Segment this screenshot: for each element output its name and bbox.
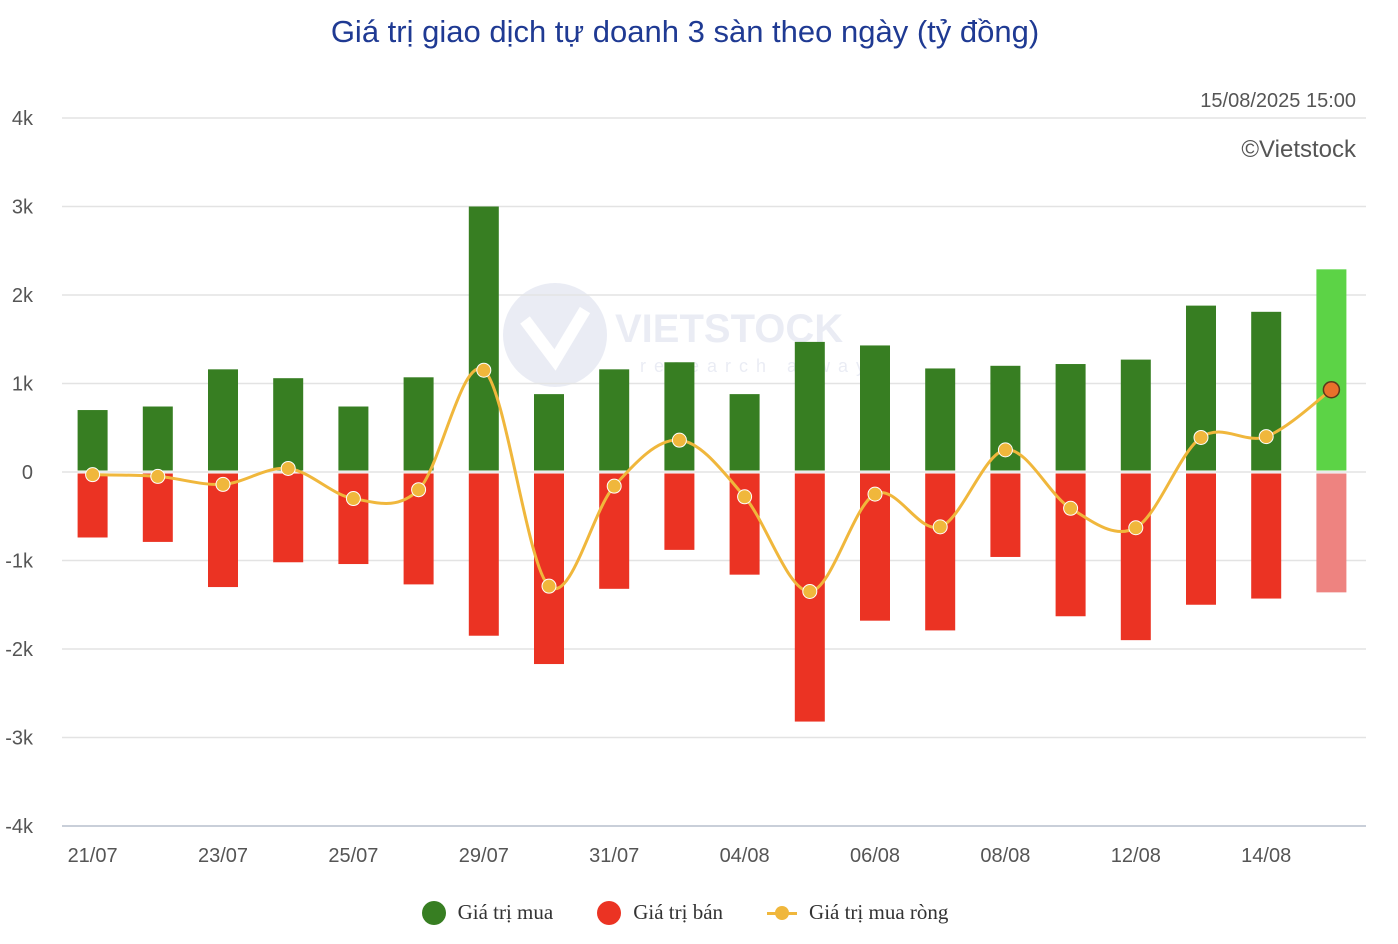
net-point bbox=[215, 476, 231, 492]
net-point bbox=[802, 583, 818, 599]
net-point bbox=[1258, 429, 1274, 445]
bar-sell bbox=[1120, 473, 1151, 641]
y-axis-ticks: 4k 3k 2k 1k 0 -1k -2k -3k -4k bbox=[5, 108, 34, 838]
bar-sell bbox=[729, 473, 760, 575]
net-point bbox=[1322, 380, 1341, 399]
x-tick-label: 04/08 bbox=[720, 845, 770, 867]
legend-item-net[interactable]: Giá trị mua ròng bbox=[767, 900, 948, 925]
bar-sell bbox=[208, 473, 238, 588]
gridlines bbox=[62, 117, 1366, 827]
y-tick-label: 3k bbox=[12, 197, 34, 219]
y-tick-label: -4k bbox=[5, 816, 34, 838]
legend-label-buy: Giá trị mua bbox=[457, 900, 554, 924]
net-point bbox=[476, 362, 492, 378]
x-axis-ticks: 21/07 23/07 25/07 29/07 31/07 04/08 06/08 08/08… bbox=[68, 845, 1292, 867]
bar-sell bbox=[1055, 473, 1086, 617]
net-point bbox=[606, 478, 622, 494]
net-point bbox=[1128, 520, 1144, 536]
bar-buy bbox=[794, 341, 825, 471]
chart-title: Giá trị giao dịch tự doanh 3 sàn theo ng… bbox=[330, 14, 1040, 49]
x-tick-label: 06/08 bbox=[850, 845, 900, 867]
bar-sell bbox=[664, 473, 695, 550]
x-tick-label: 31/07 bbox=[589, 845, 639, 867]
bar-sell bbox=[468, 473, 499, 636]
bar-sell bbox=[1186, 473, 1216, 605]
bar-buy bbox=[208, 369, 238, 471]
legend-marker-buy bbox=[421, 900, 446, 925]
net-point bbox=[671, 432, 687, 448]
x-tick-label: 14/08 bbox=[1241, 845, 1291, 867]
bar-buy bbox=[664, 362, 695, 471]
bar-buy bbox=[273, 378, 304, 471]
bar-sell bbox=[142, 473, 173, 542]
net-point bbox=[997, 442, 1013, 458]
x-tick-label: 23/07 bbox=[198, 845, 248, 867]
net-point bbox=[932, 519, 948, 535]
bar-buy bbox=[1055, 364, 1086, 471]
legend-marker-sell bbox=[597, 900, 622, 925]
bar-buy bbox=[403, 377, 434, 471]
bar-sell bbox=[925, 473, 956, 631]
bar-buy bbox=[860, 345, 890, 471]
bar-buy bbox=[338, 406, 369, 471]
bar-buy bbox=[925, 368, 956, 471]
legend-item-sell[interactable]: Giá trị bán bbox=[597, 900, 723, 925]
x-tick-label: 25/07 bbox=[328, 845, 378, 867]
y-tick-label: 0 bbox=[22, 462, 33, 484]
bar-sell bbox=[990, 473, 1021, 557]
y-tick-label: 2k bbox=[12, 285, 34, 307]
bar-buy bbox=[77, 410, 108, 471]
bars bbox=[77, 206, 1347, 722]
net-point bbox=[280, 460, 296, 476]
net-point bbox=[85, 467, 101, 483]
bar-sell bbox=[1251, 473, 1282, 599]
timestamp: 15/08/2025 15:00 bbox=[1200, 90, 1356, 112]
net-point bbox=[1063, 500, 1079, 516]
legend: Giá trị mua Giá trị bán Giá trị mua ròng bbox=[0, 900, 1370, 925]
x-tick-label: 12/08 bbox=[1111, 845, 1161, 867]
legend-marker-net bbox=[767, 901, 798, 925]
x-tick-label: 29/07 bbox=[459, 845, 509, 867]
legend-item-buy[interactable]: Giá trị mua bbox=[421, 900, 554, 925]
bar-buy bbox=[142, 406, 173, 471]
y-tick-label: 1k bbox=[12, 374, 34, 396]
y-tick-label: -2k bbox=[5, 639, 34, 661]
bar-buy bbox=[1251, 311, 1282, 471]
x-tick-label: 08/08 bbox=[980, 845, 1030, 867]
net-point bbox=[541, 578, 557, 594]
y-tick-label: -3k bbox=[5, 728, 34, 750]
y-tick-label: 4k bbox=[12, 108, 34, 130]
bar-buy bbox=[1120, 359, 1151, 471]
net-point bbox=[150, 468, 166, 484]
copyright: ©Vietstock bbox=[1241, 136, 1356, 163]
net-line-path bbox=[92, 367, 1333, 593]
net-line bbox=[92, 367, 1333, 593]
net-points bbox=[85, 362, 1341, 599]
bar-buy bbox=[468, 206, 499, 471]
bar-buy bbox=[599, 369, 630, 471]
legend-label-sell: Giá trị bán bbox=[633, 900, 724, 924]
bar-sell bbox=[77, 473, 108, 538]
net-point bbox=[737, 489, 753, 505]
bar-sell bbox=[273, 473, 304, 563]
bar-sell bbox=[338, 473, 369, 565]
bar-buy bbox=[534, 394, 564, 471]
net-point bbox=[867, 486, 883, 502]
net-point bbox=[345, 491, 361, 507]
bar-buy bbox=[1316, 269, 1347, 471]
net-point bbox=[1193, 429, 1209, 445]
bar-sell bbox=[1316, 473, 1347, 593]
x-tick-label: 21/07 bbox=[68, 845, 118, 867]
net-point bbox=[411, 482, 427, 498]
y-tick-label: -1k bbox=[5, 551, 34, 573]
bar-buy bbox=[729, 394, 760, 471]
legend-label-net: Giá trị mua ròng bbox=[809, 900, 949, 924]
